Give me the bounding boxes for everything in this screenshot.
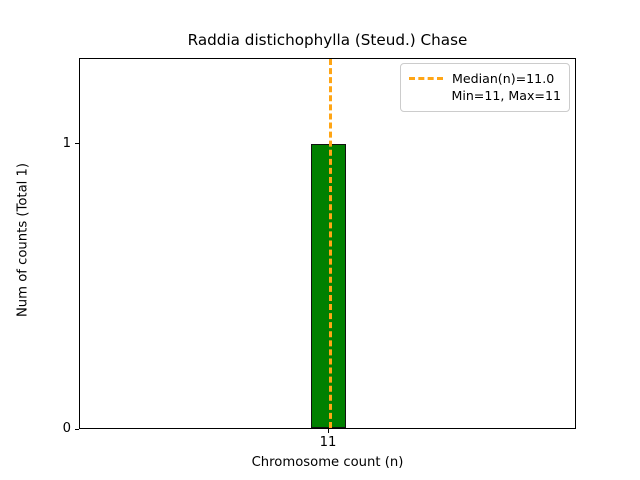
y-tick-label-1: 1	[62, 136, 71, 151]
y-axis-label: Num of counts (Total 1)	[15, 162, 31, 318]
chart-legend: Median(n)=11.0 Min=11, Max=11	[400, 63, 570, 112]
dashed-line-icon	[409, 77, 443, 80]
legend-item-minmax: Min=11, Max=11	[409, 87, 561, 105]
y-axis-label-container: Num of counts (Total 1)	[0, 0, 46, 480]
x-axis-label: Chromosome count (n)	[251, 455, 404, 470]
plot-area: Median(n)=11.0 Min=11, Max=11	[79, 58, 576, 429]
x-tick-mark-11	[328, 429, 329, 433]
x-tick-label-11: 11	[319, 435, 337, 450]
y-tick-mark-1	[75, 143, 79, 144]
bar-11	[311, 144, 346, 428]
legend-label-minmax: Min=11, Max=11	[451, 88, 561, 103]
median-vline	[329, 59, 332, 428]
bar-series	[80, 59, 575, 428]
chart-title: Raddia distichophylla (Steud.) Chase	[187, 31, 468, 49]
y-tick-label-0: 0	[62, 421, 71, 436]
y-tick-mark-0	[75, 429, 79, 430]
legend-label-median: Median(n)=11.0	[452, 70, 555, 86]
legend-item-median: Median(n)=11.0	[409, 70, 561, 87]
